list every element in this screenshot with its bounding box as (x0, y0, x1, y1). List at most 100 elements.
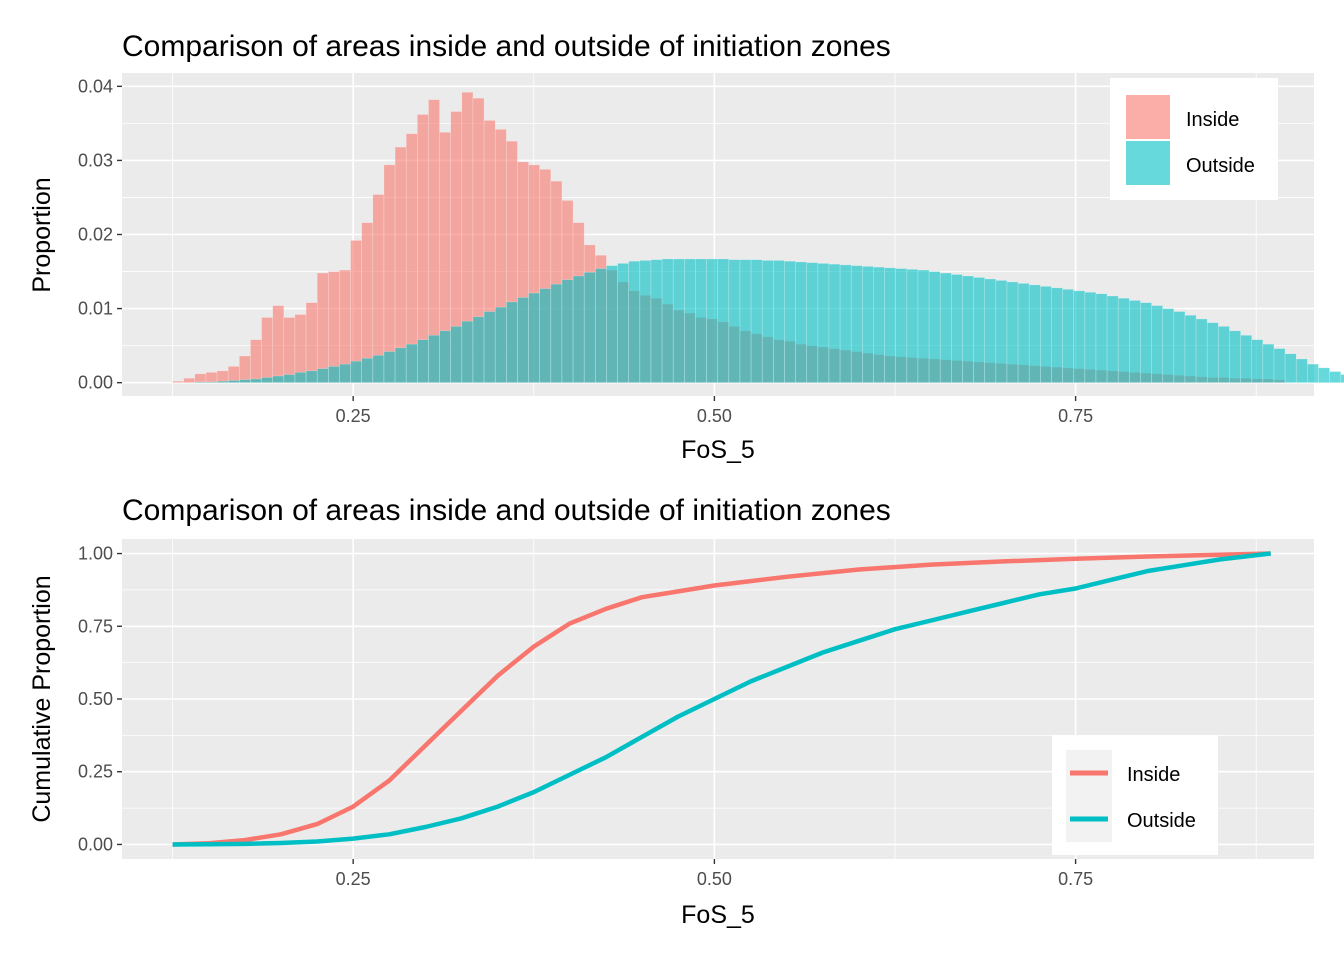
bar-outside (1173, 311, 1186, 383)
bar-outside (205, 381, 218, 383)
chart2-y-tick-label: 0.00 (78, 834, 113, 854)
bar-outside (795, 261, 808, 383)
chart1-title: Comparison of areas inside and outside o… (122, 30, 891, 63)
bar-outside (595, 268, 607, 383)
bar-outside (494, 306, 507, 383)
bar-outside (1184, 314, 1197, 383)
bar-inside (372, 194, 385, 383)
chart2-x-tick-label: 0.50 (697, 869, 732, 889)
bar-outside (1307, 363, 1319, 383)
bar-outside (1117, 297, 1130, 383)
chart1-legend: Inside Outside (1110, 78, 1278, 200)
line-outside (172, 551, 1271, 847)
bar-outside (773, 260, 785, 383)
bar-outside (1295, 358, 1308, 383)
bar-inside (205, 371, 218, 383)
legend-label-inside: Inside (1127, 764, 1180, 786)
bar-outside (383, 351, 396, 383)
bar-outside (739, 259, 752, 383)
chart1-x-tick-label: 0.75 (1058, 406, 1093, 426)
bar-outside (639, 260, 652, 383)
bar-outside (405, 343, 418, 383)
chart2-title: Comparison of areas inside and outside o… (122, 494, 891, 527)
bar-outside (472, 316, 485, 383)
bar-outside (550, 283, 563, 383)
bar-outside (261, 377, 273, 383)
bar-outside (572, 275, 585, 383)
chart2-lines (172, 551, 1271, 847)
bar-outside (1284, 353, 1297, 383)
bar-outside (461, 320, 474, 383)
bar-outside (728, 259, 741, 383)
bar-outside (917, 269, 930, 383)
chart1-axis-ticks: 0.25 0.50 0.75 0.00 0.01 0.02 0.03 0.04 (78, 76, 1093, 426)
bar-outside (272, 375, 285, 383)
bar-outside (339, 363, 351, 383)
bar-outside (684, 258, 696, 383)
bar-outside (227, 380, 240, 383)
chart2-y-tick-label: 0.75 (78, 616, 113, 636)
bar-outside (628, 260, 641, 383)
chart1-x-axis-title: FoS_5 (681, 436, 755, 464)
chart2-x-tick-label: 0.25 (336, 869, 371, 889)
bar-outside (1151, 305, 1164, 383)
bar-outside (1262, 343, 1275, 383)
bar-outside (583, 271, 596, 383)
bar-outside (984, 278, 997, 383)
bar-outside (1051, 287, 1063, 383)
bar-outside (928, 271, 941, 383)
bar-outside (839, 264, 852, 383)
bar-inside (172, 380, 184, 383)
bar-outside (305, 370, 318, 383)
bar-outside (283, 374, 296, 383)
bar-inside (250, 339, 262, 383)
legend-swatch-inside (1126, 95, 1170, 139)
bar-outside (194, 381, 207, 383)
bar-outside (1195, 318, 1208, 383)
bar-outside (1229, 330, 1241, 383)
bar-outside (316, 368, 329, 383)
bar-outside (806, 262, 819, 383)
bar-inside (183, 377, 196, 383)
bar-outside (1340, 374, 1344, 383)
bar-inside (539, 169, 552, 383)
bar-inside (383, 164, 396, 383)
bar-outside (817, 263, 830, 383)
chart1-y-axis-title: Proportion (28, 177, 56, 292)
bar-inside (316, 272, 329, 383)
bar-outside (250, 378, 262, 383)
chart1-y-tick-label: 0.01 (78, 299, 113, 319)
chart1-x-tick-label: 0.25 (336, 406, 371, 426)
bar-outside (895, 268, 908, 383)
bar-outside (361, 357, 374, 383)
bar-inside (272, 305, 285, 383)
bar-outside (650, 259, 663, 383)
bar-inside (283, 317, 296, 383)
bar-outside (528, 292, 541, 383)
bar-outside (962, 275, 974, 383)
bar-outside (951, 274, 963, 383)
chart2-axis-ticks: 0.25 0.50 0.75 0.00 0.25 0.50 0.75 1.00 (78, 544, 1093, 889)
bar-outside (350, 360, 363, 383)
bar-outside (761, 260, 774, 383)
chart2-y-tick-label: 0.25 (78, 762, 113, 782)
bar-outside (1206, 322, 1219, 383)
chart2-y-tick-label: 1.00 (78, 544, 113, 564)
bar-outside (995, 280, 1008, 383)
line-inside (172, 551, 1271, 847)
bar-outside (828, 263, 841, 383)
bar-outside (1028, 284, 1041, 383)
histogram-chart: Comparison of areas inside and outside o… (28, 30, 1344, 464)
bar-outside (417, 339, 429, 383)
bar-outside (1017, 283, 1030, 383)
chart2-x-axis-title: FoS_5 (681, 901, 755, 929)
bar-outside (750, 259, 763, 383)
bar-outside (850, 265, 863, 383)
bar-outside (216, 380, 229, 383)
chart2-y-axis-title: Cumulative Proportion (28, 575, 56, 822)
bar-outside (1006, 281, 1019, 383)
bar-outside (661, 258, 674, 383)
bar-outside (973, 277, 986, 383)
bar-outside (428, 334, 440, 383)
